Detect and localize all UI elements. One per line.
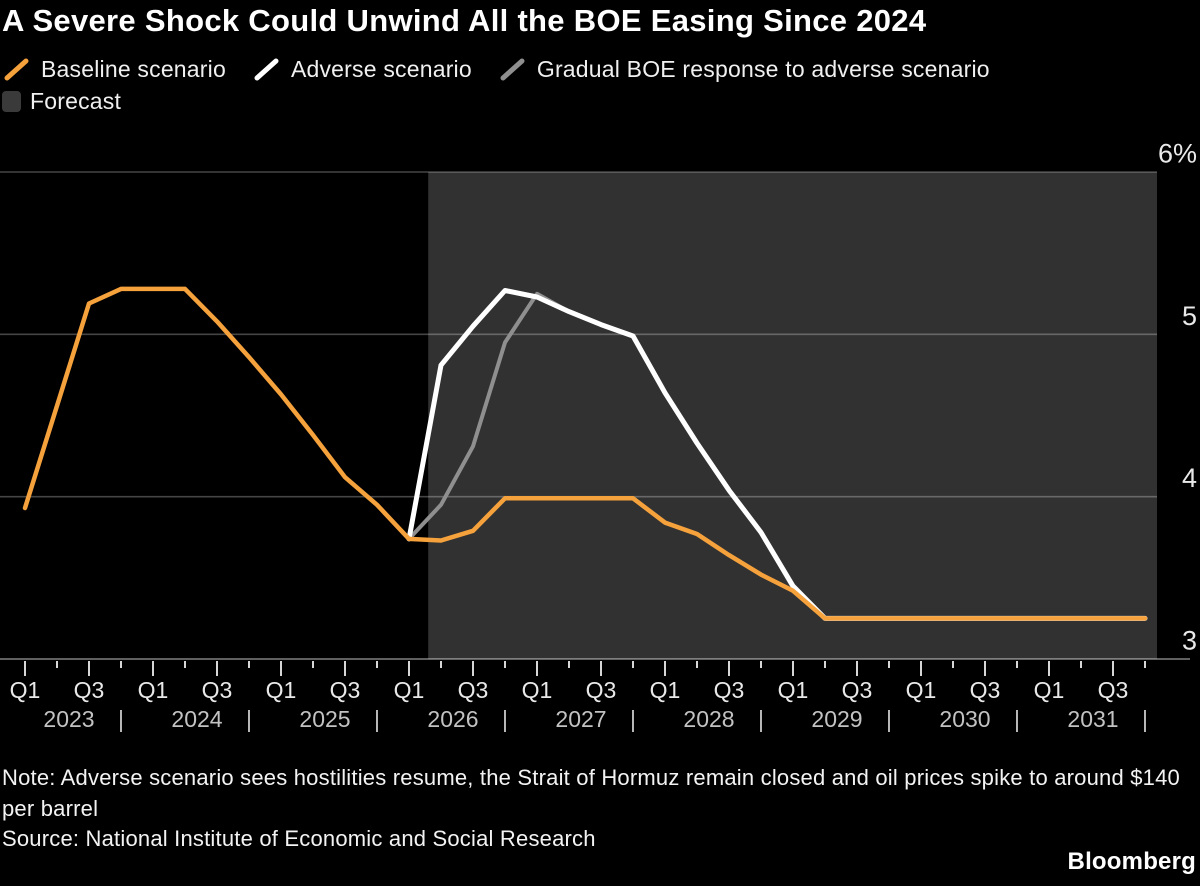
y-tick-label: 6% bbox=[1158, 139, 1197, 169]
year-separator: | bbox=[502, 706, 508, 732]
year-label: 2024 bbox=[171, 706, 222, 732]
y-tick-label: 3 bbox=[1182, 626, 1197, 656]
x-tick-label: Q3 bbox=[202, 677, 233, 703]
year-label: 2029 bbox=[811, 706, 862, 732]
x-tick-label: Q1 bbox=[10, 677, 41, 703]
year-label: 2031 bbox=[1067, 706, 1118, 732]
chart-title: A Severe Shock Could Unwind All the BOE … bbox=[2, 3, 927, 38]
region-swatch-icon bbox=[2, 91, 21, 112]
year-separator: | bbox=[374, 706, 380, 732]
legend: Baseline scenario Adverse scenario Gradual… bbox=[2, 56, 1082, 115]
legend-item: Forecast bbox=[2, 88, 121, 115]
legend-item-label: Baseline scenario bbox=[41, 56, 226, 82]
x-tick-label: Q1 bbox=[522, 677, 553, 703]
x-tick-label: Q3 bbox=[74, 677, 105, 703]
y-tick-label: 4 bbox=[1182, 463, 1197, 493]
year-label: 2025 bbox=[299, 706, 350, 732]
year-separator: | bbox=[1142, 706, 1148, 732]
line-swatch-stroke bbox=[254, 58, 279, 80]
x-tick-label: Q1 bbox=[906, 677, 937, 703]
x-tick-label: Q3 bbox=[458, 677, 489, 703]
y-tick-label: 5 bbox=[1182, 301, 1197, 331]
year-separator: | bbox=[886, 706, 892, 732]
source-text: Source: National Institute of Economic a… bbox=[2, 826, 596, 851]
line-swatch-stroke bbox=[4, 58, 29, 80]
x-tick-label: Q3 bbox=[842, 677, 873, 703]
year-separator: | bbox=[1014, 706, 1020, 732]
year-label: 2027 bbox=[555, 706, 606, 732]
legend-item-label: Forecast bbox=[30, 88, 122, 114]
year-separator: | bbox=[630, 706, 636, 732]
x-tick-label: Q1 bbox=[138, 677, 169, 703]
x-tick-label: Q1 bbox=[1034, 677, 1065, 703]
x-tick-label: Q3 bbox=[1098, 677, 1129, 703]
year-separator: | bbox=[118, 706, 124, 732]
x-tick-label: Q3 bbox=[330, 677, 361, 703]
footnotes: Note: Adverse scenario sees hostilities … bbox=[2, 763, 1180, 855]
legend-item-label: Adverse scenario bbox=[290, 56, 472, 82]
line-swatch-icon bbox=[4, 58, 29, 80]
bloomberg-logo: Bloomberg bbox=[1067, 848, 1196, 875]
line-swatch-stroke bbox=[500, 58, 525, 80]
year-label: 2026 bbox=[427, 706, 478, 732]
x-tick-label: Q3 bbox=[714, 677, 745, 703]
x-tick-label: Q1 bbox=[650, 677, 681, 703]
x-tick-label: Q3 bbox=[970, 677, 1001, 703]
line-swatch-icon bbox=[500, 58, 525, 80]
year-label: 2028 bbox=[683, 706, 734, 732]
legend-item: Baseline scenario bbox=[2, 56, 226, 83]
forecast-region bbox=[428, 172, 1157, 659]
note-text: Note: Adverse scenario sees hostilities … bbox=[2, 765, 1180, 821]
x-tick-label: Q1 bbox=[394, 677, 425, 703]
year-separator: | bbox=[246, 706, 252, 732]
legend-item: Gradual BOE response to adverse scenario bbox=[498, 56, 990, 83]
x-tick-label: Q1 bbox=[778, 677, 809, 703]
legend-item-label: Gradual BOE response to adverse scenario bbox=[536, 56, 990, 82]
year-separator: | bbox=[758, 706, 764, 732]
year-label: 2023 bbox=[43, 706, 94, 732]
x-tick-label: Q3 bbox=[586, 677, 617, 703]
legend-item: Adverse scenario bbox=[252, 56, 472, 83]
x-tick-label: Q1 bbox=[266, 677, 297, 703]
series-baseline-line bbox=[22, 286, 1148, 621]
year-label: 2030 bbox=[939, 706, 990, 732]
line-swatch-icon bbox=[254, 58, 279, 80]
